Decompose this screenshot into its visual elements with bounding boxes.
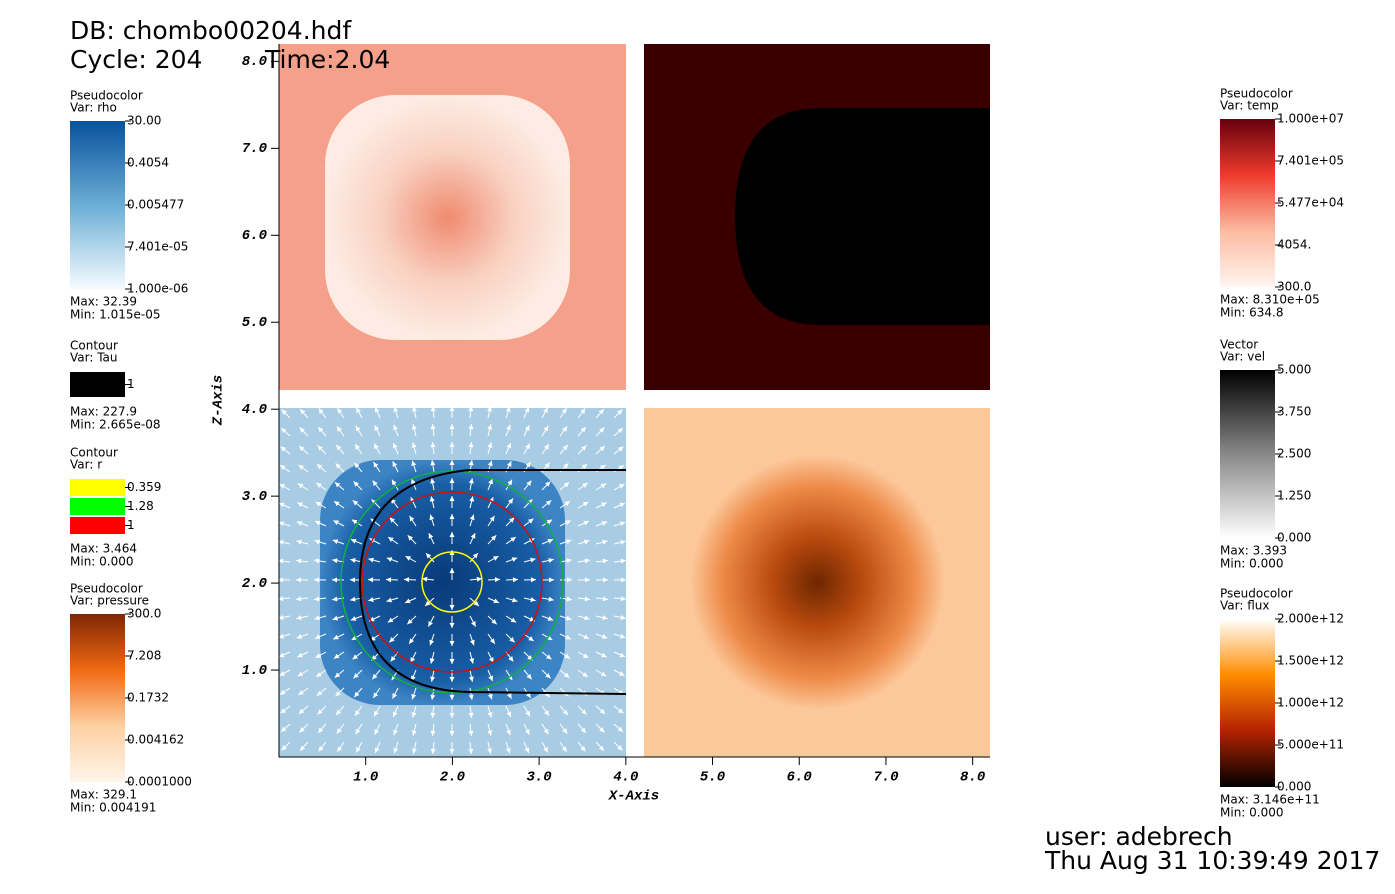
colorbar-label: 2.500 [1277,447,1311,461]
colorbar-label: 7.401e-05 [127,240,188,254]
y-tick-label: 8.0 [242,54,267,70]
colorbar-label: 1.000e+12 [1277,696,1344,710]
legend-min: Min: 1.015e-05 [70,308,161,322]
colorbar [1220,370,1275,538]
y-tick-label: 3.0 [242,489,267,505]
colorbar-label: 1.500e+12 [1277,654,1344,668]
legend-var: Var: pressure [70,594,149,608]
colorbar-label: 300.0 [1277,280,1311,294]
legend-min: Min: 0.000 [1220,557,1284,571]
x-axis-label: X-Axis [608,789,659,805]
colorbar-label: 2.000e+12 [1277,612,1344,626]
colorbar-label: 0.0001000 [127,775,192,789]
colorbar-label: 5.000 [1277,363,1311,377]
colorbar-label: 0.004162 [127,733,184,747]
time-label: Time:2.04 [264,45,390,74]
colorbar-label: 0.1732 [127,691,169,705]
legend-swatch [70,517,125,534]
colorbar-label: 0.005477 [127,198,184,212]
colorbar-label: 0.000 [1277,780,1311,794]
rho-blob-lower [320,460,565,705]
colorbar-label: 30.00 [127,114,161,128]
legend-var: Var: flux [1220,599,1269,613]
y-tick-label: 6.0 [242,228,267,244]
colorbar-label: 7.401e+05 [1277,154,1344,168]
plot-area [271,44,990,765]
legend-var: Var: Tau [70,351,118,365]
legend-swatch-label: 0.359 [127,480,161,494]
legend-var: Var: temp [1220,99,1279,113]
colorbar-label: 3.750 [1277,405,1311,419]
y-tick-label: 2.0 [242,576,267,592]
temp-region [735,108,990,325]
flux-blob [690,455,945,710]
colorbar-label: 5.477e+04 [1277,196,1344,210]
db-label: DB: chombo00204.hdf [70,16,352,45]
y-axis-label: Z-Axis [211,375,227,426]
legend-var: Var: vel [1220,350,1265,364]
legend-min: Min: 0.004191 [70,801,156,815]
legend-max: Max: 32.39 [70,295,137,309]
legend-swatch [70,479,125,496]
legend-max: Max: 3.146e+11 [1220,793,1320,807]
colorbar-label: 0.4054 [127,156,169,170]
legend-swatch [70,498,125,515]
legend-max: Max: 3.393 [1220,544,1287,558]
legend-swatch [70,372,125,397]
legend-min: Min: 0.000 [70,555,134,569]
y-tick-label: 7.0 [242,141,267,157]
y-tick-label: 1.0 [242,663,267,679]
date-label: Thu Aug 31 10:39:49 2017 [1044,846,1380,875]
colorbar-label: 1.000e+07 [1277,112,1344,126]
rho-blob [325,95,570,340]
x-tick-label: 2.0 [440,770,465,786]
legend-max: Max: 3.464 [70,542,137,556]
y-tick-label: 5.0 [242,315,267,331]
legend-swatch-label: 1.28 [127,499,154,513]
colorbar-label: 7.208 [127,649,161,663]
x-tick-label: 5.0 [700,770,725,786]
legend-min: Min: 2.665e-08 [70,418,161,432]
colorbar-label: 5.000e+11 [1277,738,1344,752]
colorbar-label: 1.000e-06 [127,282,188,296]
colorbar-label: 300.0 [127,607,161,621]
x-tick-label: 6.0 [787,770,812,786]
legend-max: Max: 8.310e+05 [1220,293,1320,307]
legend-min: Min: 0.000 [1220,806,1284,820]
colorbar-label: 0.000 [1277,531,1311,545]
x-tick-label: 8.0 [960,770,985,786]
y-tick-label: 4.0 [242,402,267,418]
x-tick-label: 7.0 [873,770,898,786]
x-tick-label: 1.0 [353,770,378,786]
colorbar [1220,119,1275,287]
x-tick-label: 3.0 [527,770,552,786]
legend-var: Var: rho [70,101,117,115]
legend-min: Min: 634.8 [1220,306,1284,320]
colorbar-label: 1.250 [1277,489,1311,503]
x-tick-label: 4.0 [613,770,638,786]
colorbar [70,121,125,289]
legend-max: Max: 329.1 [70,788,137,802]
legend-max: Max: 227.9 [70,405,137,419]
colorbar [1220,619,1275,787]
legend-var: Var: r [70,458,102,472]
colorbar [70,614,125,782]
cycle-label: Cycle: 204 [70,45,202,74]
colorbar-label: 4054. [1277,238,1311,252]
